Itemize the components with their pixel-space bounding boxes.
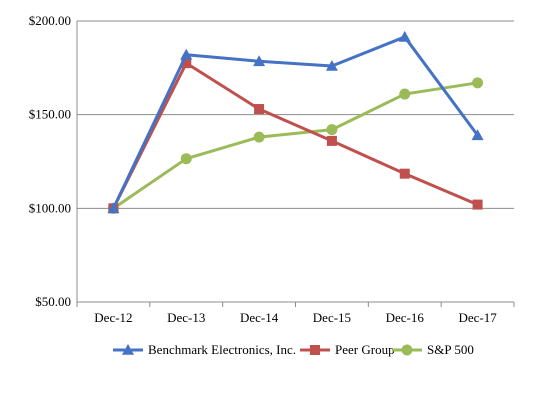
legend-label: Benchmark Electronics, Inc.: [148, 342, 296, 357]
legend-label: Peer Group: [335, 342, 395, 357]
data-point: [399, 88, 411, 100]
data-point: [253, 55, 266, 67]
legend-marker: [122, 344, 134, 355]
data-point: [253, 131, 265, 143]
data-point: [325, 59, 338, 71]
y-tick-label: $150.00: [29, 107, 71, 122]
axes: $50.00 $100.00 $150.00 $200.00 Dec-12 Dec-13 D…: [29, 13, 515, 325]
y-tick-label: $50.00: [35, 294, 71, 309]
legend-marker: [310, 345, 320, 355]
legend-entry: S&P 500: [392, 342, 474, 357]
data-point: [398, 30, 411, 42]
series-line: [112, 61, 479, 210]
x-tick-label: Dec-14: [240, 310, 279, 325]
series-lines: [107, 30, 484, 214]
data-point: [326, 124, 338, 136]
x-tick-label: Dec-12: [94, 310, 132, 325]
series-triangle: [107, 30, 484, 214]
legend-marker: [401, 344, 413, 356]
data-point: [254, 104, 265, 115]
series-line: [112, 35, 479, 209]
data-point: [326, 135, 337, 146]
x-tick-label: Dec-16: [386, 310, 425, 325]
y-tick-label: $100.00: [29, 200, 71, 215]
x-tick-label: Dec-17: [458, 310, 497, 325]
legend-entry: Peer Group: [300, 342, 395, 357]
data-point: [107, 202, 120, 214]
data-point: [181, 58, 192, 69]
x-tick-label: Dec-13: [167, 310, 205, 325]
data-point: [472, 199, 483, 210]
data-point: [180, 48, 193, 60]
legend-label: S&P 500: [427, 342, 474, 357]
series-square: [108, 58, 483, 214]
y-tick-label: $200.00: [29, 13, 71, 28]
legend-entry: Benchmark Electronics, Inc.: [113, 342, 296, 357]
data-point: [471, 129, 484, 141]
series-line: [112, 81, 478, 210]
data-point: [399, 168, 410, 179]
data-point: [472, 77, 484, 89]
legend: Benchmark Electronics, Inc. Peer Group S&P…: [113, 342, 474, 357]
x-tick-label: Dec-15: [313, 310, 351, 325]
data-point: [180, 153, 192, 165]
